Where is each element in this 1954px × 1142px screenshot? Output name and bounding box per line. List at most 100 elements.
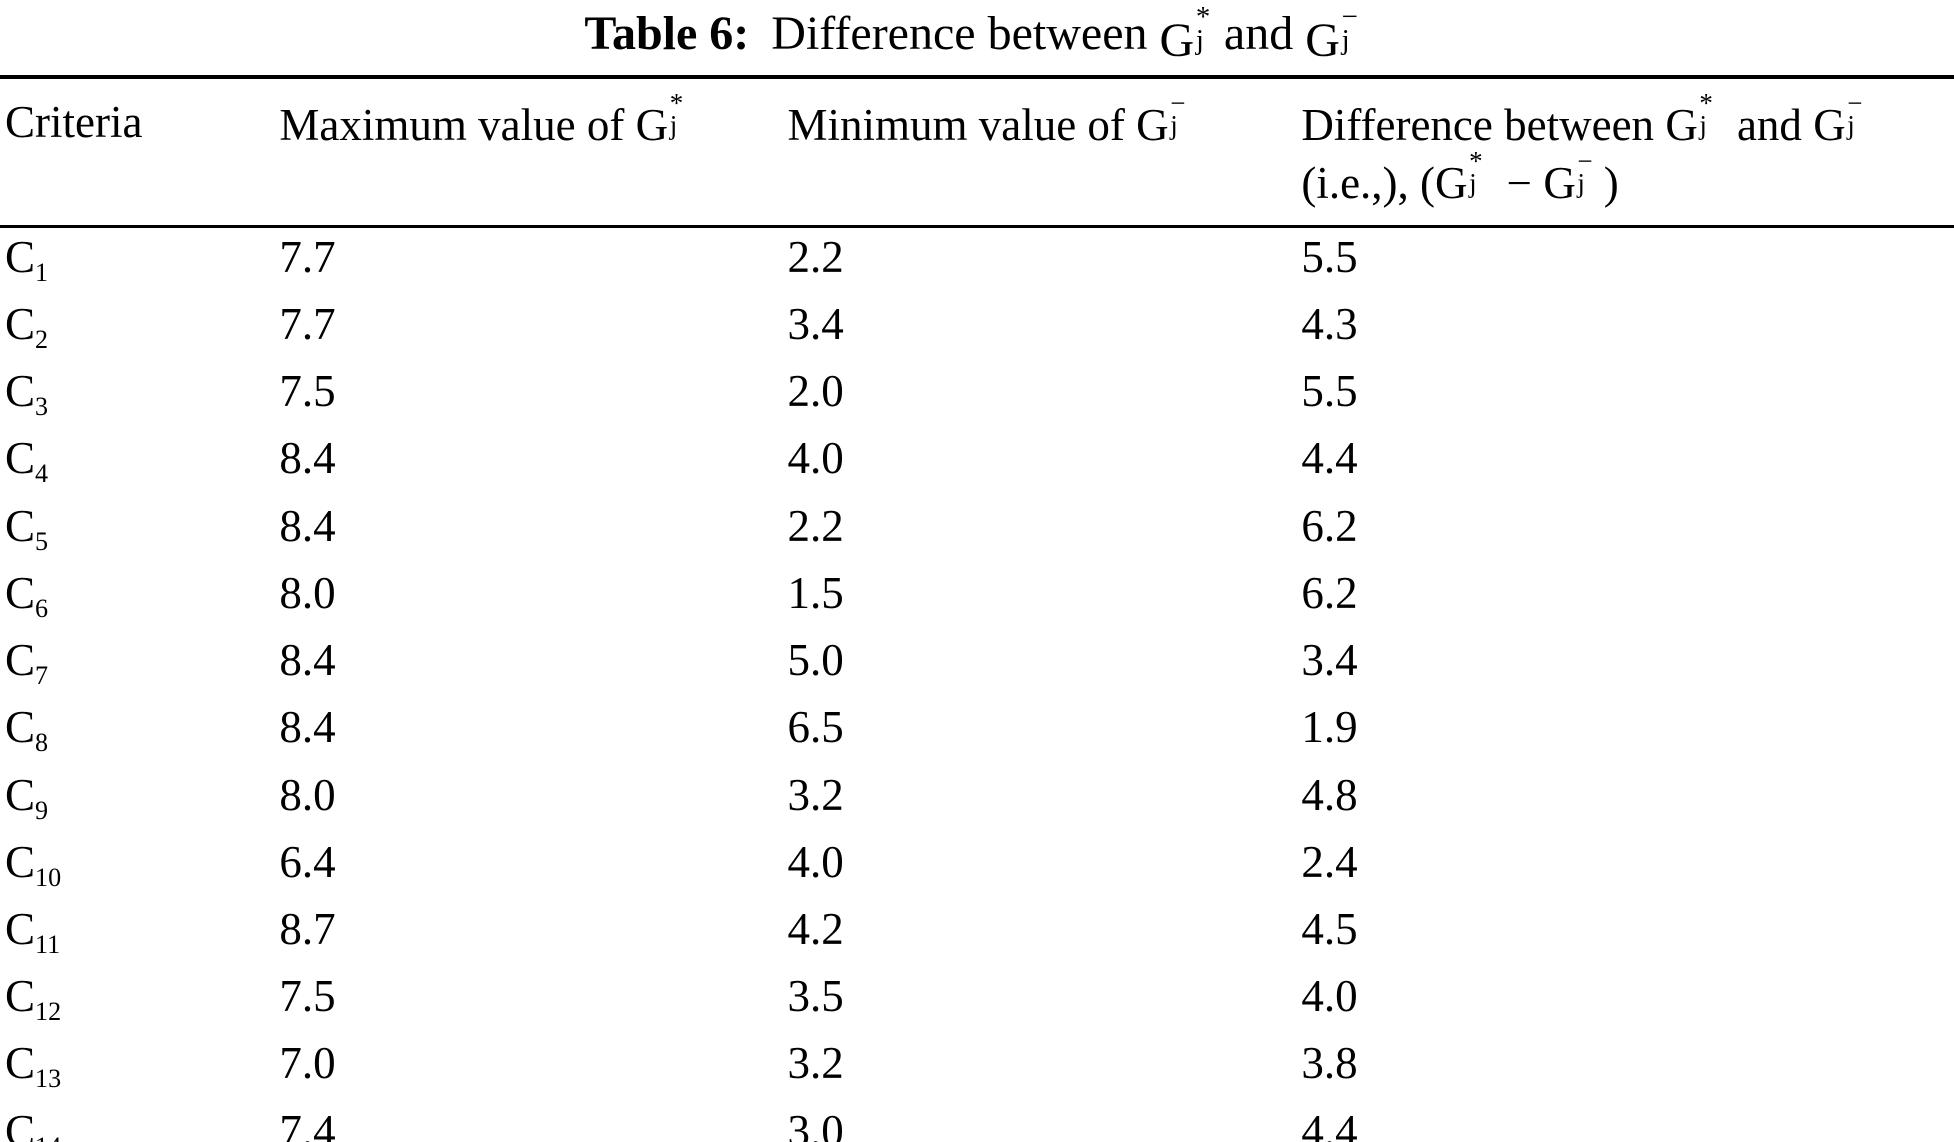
criteria-index: 14 xyxy=(35,1132,61,1142)
criteria-cell: C13 xyxy=(0,1034,279,1101)
closing-paren: ) xyxy=(1603,157,1619,208)
criteria-cell: C2 xyxy=(0,295,279,362)
min-cell: 5.0 xyxy=(787,635,844,686)
g-scripts: * j xyxy=(1468,148,1496,198)
criteria-index: 6 xyxy=(35,594,49,623)
table-row: C12 7.5 3.5 4.0 xyxy=(0,967,1954,1034)
g-subscript: j xyxy=(1341,23,1350,56)
g-scripts: − j xyxy=(1576,148,1604,198)
criteria-cell: C14 xyxy=(0,1102,279,1142)
table-row: C6 8.0 1.5 6.2 xyxy=(0,564,1954,631)
table-row: C147.43.04.4 xyxy=(0,1102,1954,1142)
criteria-cell: C10 xyxy=(0,833,279,900)
criteria-index: 5 xyxy=(35,526,49,556)
criteria-label: C xyxy=(5,769,36,820)
criteria-label: C xyxy=(5,500,36,551)
table-row: C4 8.4 4.0 4.4 xyxy=(0,429,1954,496)
min-cell: 2.0 xyxy=(787,366,844,417)
g-minus-symbol: G − j xyxy=(1136,90,1196,150)
table-row: C5 8.4 2.2 6.2 xyxy=(0,497,1954,564)
min-cell: 3.2 xyxy=(787,769,844,820)
criteria-cell: C5 xyxy=(0,497,279,564)
max-cell: 8.4 xyxy=(279,635,336,686)
min-cell: 3.5 xyxy=(787,971,844,1022)
g-scripts: − j xyxy=(1169,90,1197,140)
diff-cell: 4.5 xyxy=(1301,903,1358,954)
minus-sign: − xyxy=(1506,157,1533,208)
diff-cell: 3.4 xyxy=(1301,635,1358,686)
min-cell: 1.5 xyxy=(787,567,844,618)
criteria-label: C xyxy=(5,702,36,753)
criteria-label: C xyxy=(5,903,36,954)
diff-cell: 5.5 xyxy=(1301,366,1358,417)
data-table: Criteria Maximum value of G * j Minimum va… xyxy=(0,75,1954,1142)
criteria-label: C xyxy=(5,433,36,484)
criteria-index: 8 xyxy=(35,728,49,758)
min-cell: 4.2 xyxy=(787,903,844,954)
max-cell: 8.7 xyxy=(279,903,336,954)
max-cell: 7.7 xyxy=(279,299,336,349)
criteria-index: 4 xyxy=(35,459,49,489)
table-caption: Table 6: Difference between G * j and G − j xyxy=(0,0,1954,75)
g-base: G xyxy=(1813,100,1846,150)
criteria-index: 11 xyxy=(35,930,61,960)
criteria-cell: C1 xyxy=(0,226,279,295)
max-cell: 8.0 xyxy=(279,567,336,618)
header-diff: Difference between G * j and G − j (i.e.,), … xyxy=(1301,77,1954,228)
criteria-label: C xyxy=(5,366,36,417)
header-criteria: Criteria xyxy=(0,77,280,228)
g-base: G xyxy=(1665,100,1698,150)
max-cell: 8.4 xyxy=(279,433,336,484)
criteria-index: 7 xyxy=(35,661,49,691)
g-subscript: j xyxy=(669,109,678,140)
criteria-cell: C8 xyxy=(0,698,279,765)
table-row: C7 8.4 5.0 3.4 xyxy=(0,631,1954,698)
criteria-index: 10 xyxy=(35,862,62,892)
table-number: Table 6: xyxy=(584,7,750,60)
g-star-symbol: G * j xyxy=(1160,3,1224,68)
max-cell: 7.0 xyxy=(279,1038,336,1089)
g-superscript: − xyxy=(1847,88,1863,119)
criteria-label: C xyxy=(5,1038,36,1089)
g-superscript: * xyxy=(1195,0,1211,33)
criteria-label: C xyxy=(5,971,36,1022)
table-row: C8 8.4 6.5 1.9 xyxy=(0,698,1954,765)
g-subscript: j xyxy=(1847,109,1855,140)
max-cell: 7.7 xyxy=(279,231,336,282)
caption-text-1: Difference between xyxy=(771,7,1148,60)
table-row: C9 8.0 3.2 4.8 xyxy=(0,766,1954,833)
max-cell: 6.4 xyxy=(279,836,336,887)
table-row: C13 7.0 3.2 3.8 xyxy=(0,1034,1954,1101)
g-base: G xyxy=(1305,14,1340,67)
g-scripts: * j xyxy=(1698,90,1726,140)
criteria-label: C xyxy=(5,299,36,349)
min-cell: 4.0 xyxy=(787,433,844,484)
g-minus-symbol: G − j xyxy=(1543,148,1603,208)
criteria-index: 1 xyxy=(35,257,49,287)
table-row: C3 7.5 2.0 5.5 xyxy=(0,362,1954,429)
min-cell: 4.0 xyxy=(787,836,844,887)
min-cell: 6.5 xyxy=(787,702,844,753)
criteria-cell: C12 xyxy=(0,967,279,1034)
diff-cell: 2.4 xyxy=(1301,836,1358,887)
min-cell: 3.0 xyxy=(787,1105,844,1142)
criteria-label: C xyxy=(5,836,36,887)
criteria-index: 2 xyxy=(35,325,49,355)
g-subscript: j xyxy=(1469,167,1477,198)
criteria-cell: C3 xyxy=(0,362,279,429)
diff-cell: 4.8 xyxy=(1301,769,1358,820)
diff-cell: 4.4 xyxy=(1301,1105,1358,1142)
criteria-index: 3 xyxy=(35,392,49,422)
g-subscript: j xyxy=(1170,109,1178,140)
g-base: G xyxy=(635,100,669,150)
min-cell: 3.2 xyxy=(787,1038,844,1089)
min-cell: 3.4 xyxy=(787,299,844,349)
g-minus-symbol: G − j xyxy=(1813,90,1873,150)
g-subscript: j xyxy=(1577,167,1585,198)
header-diff-text-1: Difference between xyxy=(1301,100,1655,150)
g-star-symbol: G * j xyxy=(635,90,696,150)
diff-cell: 4.3 xyxy=(1301,299,1358,349)
criteria-cell: C11 xyxy=(0,900,279,967)
g-minus-symbol: G − j xyxy=(1305,3,1369,68)
g-superscript: − xyxy=(1577,146,1593,177)
